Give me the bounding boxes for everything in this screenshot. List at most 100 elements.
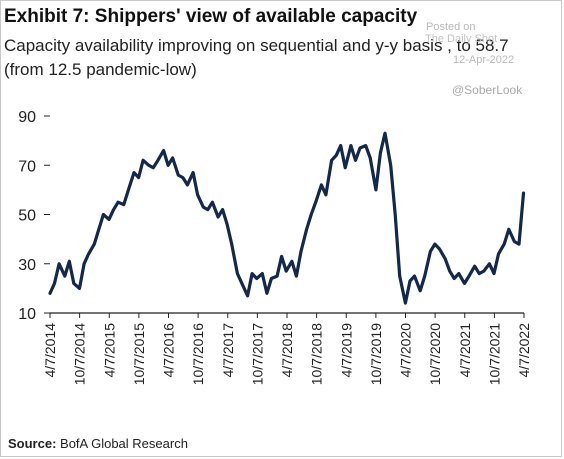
data-point (335, 154, 338, 157)
data-point (344, 166, 347, 169)
chart-title: Exhibit 7: Shippers' view of available c… (4, 6, 418, 27)
data-point (167, 164, 170, 167)
data-point (230, 243, 233, 246)
data-point (217, 216, 220, 218)
x-tick-label: 10/7/2018 (309, 323, 325, 385)
data-point (171, 157, 174, 159)
data-point (369, 157, 372, 159)
data-point (350, 144, 352, 147)
data-point (359, 147, 361, 149)
data-point (453, 277, 456, 280)
data-point (202, 206, 205, 209)
x-tick-label: 4/7/2020 (398, 323, 414, 378)
data-point (330, 159, 333, 162)
data-point (325, 193, 327, 196)
watermark-date: 12-Apr-2022 (453, 54, 515, 66)
data-point (478, 272, 481, 275)
data-point (261, 272, 264, 275)
x-tick-label: 4/7/2022 (516, 323, 532, 378)
watermark-posted: Posted on (426, 21, 476, 33)
data-point (482, 270, 485, 272)
y-tick-label: 30 (18, 257, 36, 274)
data-point (364, 144, 367, 147)
data-point (196, 193, 199, 196)
data-point (137, 176, 140, 179)
data-point (241, 282, 243, 285)
data-point (58, 262, 60, 265)
data-point (102, 213, 105, 216)
watermark-handle: @SoberLook (452, 83, 523, 97)
x-tick-label: 4/7/2015 (101, 323, 117, 378)
data-point (87, 253, 90, 255)
data-point (419, 289, 422, 292)
data-point (83, 262, 85, 265)
data-point (310, 213, 313, 216)
data-point (112, 208, 115, 211)
data-point (300, 250, 302, 253)
data-point (221, 208, 224, 211)
source-note: Source: BofA Global Research (8, 436, 188, 451)
data-point (444, 257, 447, 260)
data-point (448, 270, 451, 272)
data-point (255, 277, 258, 280)
x-tick-label: 4/7/2019 (338, 323, 354, 378)
data-point (295, 275, 298, 277)
x-tick-label: 10/7/2014 (72, 323, 88, 385)
data-point (314, 201, 317, 204)
data-point (127, 189, 130, 191)
data-point (182, 176, 184, 179)
data-point (354, 159, 357, 162)
data-point (434, 243, 436, 246)
data-point (379, 152, 382, 154)
data-point (78, 287, 81, 290)
x-axis: 4/7/2014 10/7/2014 4/7/2015 10/7/2015 4/7/20… (42, 312, 532, 385)
data-point (384, 132, 386, 135)
data-point (246, 294, 249, 297)
data-point (291, 260, 293, 263)
data-point (226, 223, 229, 226)
data-point (423, 275, 426, 277)
x-tick-label: 4/7/2018 (279, 323, 295, 378)
data-point (463, 282, 466, 285)
x-tick-label: 4/7/2021 (457, 323, 473, 378)
data-point (152, 166, 155, 169)
data-point (53, 282, 56, 285)
data-point (270, 277, 273, 280)
data-point (108, 218, 110, 221)
data-point (404, 302, 407, 304)
data-point (280, 255, 283, 258)
data-point (389, 164, 392, 167)
y-tick-label: 70 (18, 158, 36, 175)
x-tick-label: 10/7/2021 (486, 323, 502, 385)
data-point (276, 275, 278, 277)
data-point (147, 164, 150, 167)
data-point (493, 272, 495, 275)
source-label: Source: (8, 436, 57, 451)
x-tick-label: 4/7/2014 (42, 323, 58, 378)
data-point (497, 253, 500, 255)
data-point (117, 201, 119, 204)
data-point (133, 171, 135, 174)
x-tick-label: 10/7/2016 (190, 323, 206, 385)
data-point (93, 243, 96, 246)
data-point (236, 272, 239, 275)
data-point (305, 228, 308, 231)
data-point (97, 228, 100, 231)
data-point (72, 282, 75, 285)
data-point (488, 262, 491, 265)
data-point (398, 275, 401, 277)
data-point (473, 265, 476, 268)
plot-series (48, 131, 526, 305)
data-point (206, 208, 209, 211)
data-point (503, 243, 506, 246)
chart-subtitle: Capacity availability improving on seque… (4, 36, 509, 79)
x-tick-label: 10/7/2020 (427, 323, 443, 385)
data-point (251, 272, 254, 275)
data-point (518, 243, 520, 246)
x-tick-label: 4/7/2017 (220, 323, 236, 378)
source-text: BofA Global Research (56, 436, 188, 451)
data-point (68, 260, 71, 263)
data-point (211, 201, 214, 204)
data-point (142, 159, 145, 162)
